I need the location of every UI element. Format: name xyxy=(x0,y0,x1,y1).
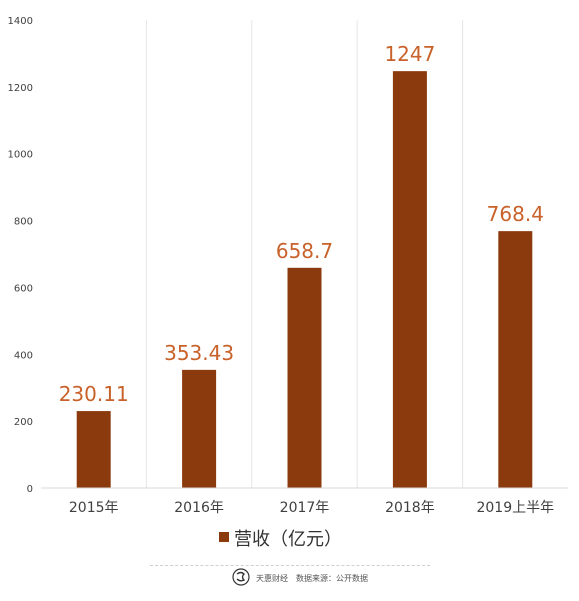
y-tick-label: 800 xyxy=(14,217,33,228)
data-label: 1247 xyxy=(384,42,435,66)
data-label: 353.43 xyxy=(164,341,234,365)
legend: 营收（亿元） xyxy=(219,529,342,550)
data-source: 数据来源：公开数据 xyxy=(296,574,368,583)
y-tick-label: 600 xyxy=(14,283,33,294)
bars xyxy=(76,71,533,488)
bar xyxy=(392,71,427,488)
x-tick-label: 2019上半年 xyxy=(476,500,554,516)
y-tick-label: 1400 xyxy=(8,16,33,27)
y-tick-label: 1200 xyxy=(8,83,33,94)
x-tick-label: 2017年 xyxy=(280,500,330,516)
x-axis-ticks: 2015年 2016年 2017年 2018年 2019上半年 xyxy=(69,500,554,516)
bar xyxy=(287,267,322,488)
y-tick-label: 0 xyxy=(27,484,33,495)
bar xyxy=(76,411,111,488)
data-label: 658.7 xyxy=(276,239,333,263)
chart-grid xyxy=(145,20,464,488)
brand-logo-icon xyxy=(232,568,250,586)
y-tick-label: 200 xyxy=(14,417,33,428)
y-tick-label: 400 xyxy=(14,350,33,361)
brand-name: 天惠财经 xyxy=(256,574,288,583)
x-tick-label: 2015年 xyxy=(69,500,119,516)
data-label: 768.4 xyxy=(487,202,544,226)
data-label: 230.11 xyxy=(59,382,129,406)
footer-divider xyxy=(150,565,430,566)
bar xyxy=(182,369,217,488)
legend-label: 营收（亿元） xyxy=(234,529,342,550)
data-labels: 230.11 353.43 658.7 1247 768.4 xyxy=(59,42,544,406)
y-axis-ticks: 0 200 400 600 800 1000 1200 1400 xyxy=(8,16,33,495)
x-tick-label: 2018年 xyxy=(385,500,435,516)
y-tick-label: 1000 xyxy=(8,150,33,161)
footer xyxy=(0,556,579,601)
x-tick-label: 2016年 xyxy=(174,500,224,516)
legend-swatch xyxy=(219,532,229,542)
bar xyxy=(498,231,533,488)
